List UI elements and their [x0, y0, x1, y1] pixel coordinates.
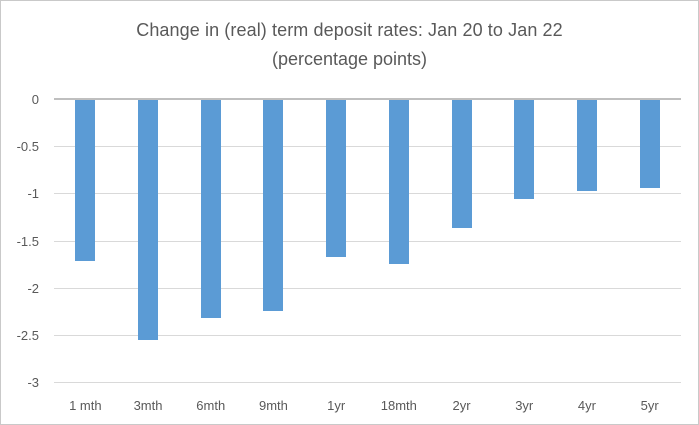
x-axis-tick-label: 4yr — [577, 398, 596, 413]
y-axis-tick-label: 0 — [31, 92, 39, 107]
gridline — [54, 334, 681, 336]
x-axis-tick-label: 2yr — [452, 398, 471, 413]
bar-4yr — [576, 99, 597, 192]
x-axis-tick-label: 1 mth — [69, 398, 102, 413]
y-axis-tick-label: -2 — [27, 280, 39, 296]
gridline — [54, 146, 681, 148]
bar-18mth — [388, 99, 409, 265]
bar-6mth — [200, 99, 221, 318]
gridline — [54, 382, 681, 383]
y-axis-tick-label: -1 — [27, 186, 39, 202]
chart-subtitle: (percentage points) — [271, 49, 428, 69]
x-axis-tick-label: 18mth — [380, 398, 417, 413]
bar-3mth — [138, 99, 159, 340]
y-axis-tick-label: -2.5 — [16, 327, 39, 343]
x-axis-tick-label: 1yr — [327, 398, 346, 413]
gridline — [54, 193, 681, 195]
bar-1mth — [75, 99, 96, 262]
x-axis-tick-label: 9mth — [258, 398, 288, 413]
x-axis-tick-label: 6mth — [196, 398, 226, 413]
x-axis-tick-label: 3yr — [515, 398, 534, 413]
x-axis-tick-label: 3mth — [133, 398, 163, 413]
gridline — [54, 287, 681, 289]
bar-1yr — [326, 99, 347, 257]
chart-title: Change in (real) term deposit rates: Jan… — [136, 20, 563, 40]
y-axis-tick-label: -3 — [27, 375, 39, 390]
bar-2yr — [451, 99, 472, 229]
gridline — [54, 240, 681, 242]
bar-5yr — [639, 99, 660, 188]
bar-9mth — [263, 99, 284, 312]
x-axis-line — [54, 98, 681, 100]
bar-3yr — [514, 99, 535, 199]
y-axis-tick-label: -0.5 — [16, 139, 39, 155]
x-axis-tick-label: 5yr — [640, 398, 659, 413]
y-axis-tick-label: -1.5 — [16, 233, 39, 249]
